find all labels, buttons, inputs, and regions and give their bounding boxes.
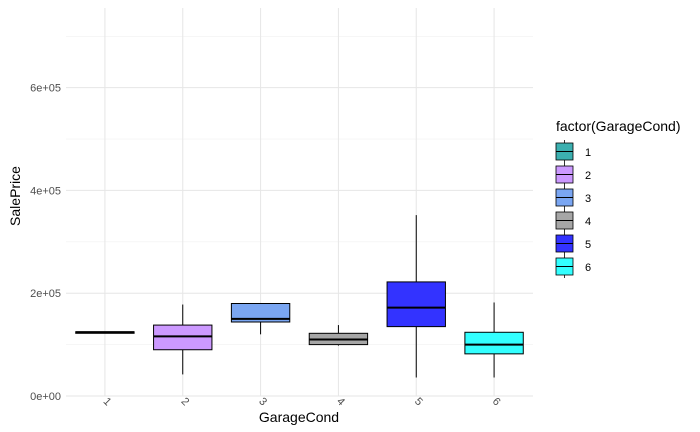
legend-label: 3 <box>585 193 591 205</box>
grid-lines <box>66 8 533 397</box>
x-tick-label: 3 <box>256 395 269 408</box>
legend-label: 4 <box>585 216 591 228</box>
legend-label: 1 <box>585 147 591 159</box>
x-tick-label: 5 <box>412 395 425 408</box>
y-axis-title: SalePrice <box>7 166 23 226</box>
y-tick-label: 2e+05 <box>30 288 61 300</box>
legend: factor(GarageCond) 1 2 3 4 5 6 <box>555 118 681 278</box>
legend-item-2: 2 <box>555 163 591 186</box>
box-2 <box>153 304 213 375</box>
box-6 <box>464 302 524 378</box>
y-tick-label: 6e+05 <box>30 83 61 95</box>
legend-item-6: 6 <box>555 255 591 278</box>
legend-title: factor(GarageCond) <box>556 118 681 134</box>
legend-item-1: 1 <box>555 140 591 163</box>
box-body <box>230 302 291 323</box>
x-axis-title: GarageCond <box>259 409 339 425</box>
y-tick-label: 0e+00 <box>30 391 61 403</box>
legend-label: 6 <box>585 262 591 274</box>
y-tick-label: 4e+05 <box>30 185 61 197</box>
boxes <box>75 215 524 378</box>
x-axis-ticks: 1 2 3 4 5 6 <box>101 395 503 408</box>
box-body <box>464 331 524 355</box>
box-5 <box>386 215 446 378</box>
box-4 <box>308 325 369 346</box>
box-body <box>386 281 446 328</box>
x-tick-label: 1 <box>101 395 114 408</box>
x-tick-label: 6 <box>490 395 503 408</box>
legend-label: 2 <box>585 170 591 182</box>
box-1 <box>75 331 135 334</box>
x-tick-label: 4 <box>334 395 347 408</box>
y-axis-ticks: 0e+00 2e+05 4e+05 6e+05 <box>30 83 61 403</box>
box-body <box>153 324 213 351</box>
legend-item-3: 3 <box>555 186 591 209</box>
box-3 <box>230 302 291 335</box>
legend-label: 5 <box>585 239 591 251</box>
legend-item-5: 5 <box>555 232 591 255</box>
legend-item-4: 4 <box>555 209 591 232</box>
x-tick-label: 2 <box>178 395 191 408</box>
